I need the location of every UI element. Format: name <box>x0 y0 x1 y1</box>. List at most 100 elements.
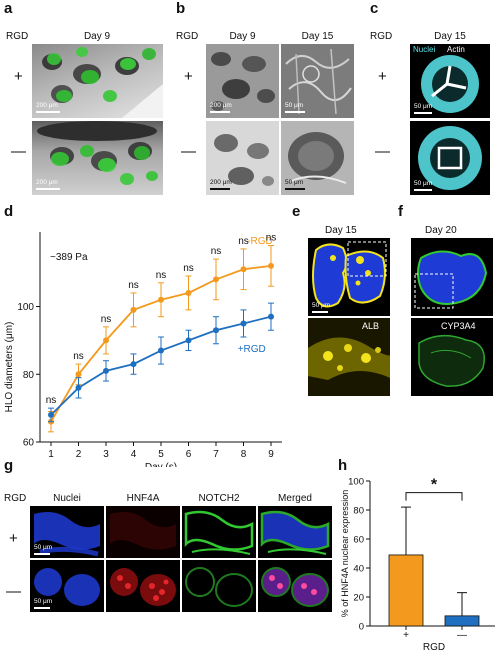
panel-c-minus: — <box>375 143 390 160</box>
h-xtick-label: — <box>457 630 467 641</box>
panel-f-label: f <box>398 203 403 220</box>
d-xtick-label: 8 <box>241 449 247 460</box>
panel-e-scale: 50 μm <box>312 302 331 309</box>
panel-d-chart: ~389 Pa 60 80 100 1 2 3 4 5 6 7 8 9 Day (s) HLO diame… <box>4 232 282 467</box>
d-data-point <box>103 367 109 374</box>
panel-b-micrograph-day15-plus: 50 μm <box>281 44 354 118</box>
d-ns-annotation: ns <box>128 280 139 291</box>
d-xtick-label: 9 <box>268 449 274 460</box>
h-significance-bracket <box>405 492 463 501</box>
h-ytick-label: 0 <box>359 622 364 633</box>
panel-b-scale-tr: 50 μm <box>285 102 304 109</box>
d-ns-annotation: ns <box>211 246 222 257</box>
panel-g-nuclei-plus: 50 μm <box>30 506 104 558</box>
d-series-line <box>50 315 272 416</box>
panel-a-scale-minus: 200 μm <box>36 179 58 186</box>
panel-b-micrograph-day9-minus: 200 μm <box>206 121 279 195</box>
h-ytick-label: 100 <box>348 477 364 488</box>
panel-d-label: d <box>4 203 14 220</box>
h-bar <box>444 615 480 627</box>
panel-a-micrograph-plus: 200 μm <box>32 44 163 118</box>
panel-b-micrograph-day15-minus: 50 μm <box>281 121 354 195</box>
d-data-point <box>75 384 82 391</box>
d-ns-annotation: ns <box>238 236 249 247</box>
h-ytick-label: 20 <box>353 593 364 604</box>
panel-g-merged-plus <box>258 506 332 558</box>
d-ns-annotation: ns <box>156 270 167 281</box>
d-data-point <box>75 371 82 378</box>
d-ytick-label: 60 <box>23 438 35 449</box>
panel-g-scale-plus: 50 μm <box>34 544 53 551</box>
panel-g-nuclei-minus: 50 μm <box>30 560 104 612</box>
panel-a-plus: + <box>14 68 23 85</box>
panel-b-scale-br: 50 μm <box>285 179 304 186</box>
d-data-point <box>185 289 192 296</box>
d-xtick-label: 3 <box>103 449 109 460</box>
d-ns-annotation: ns <box>73 351 84 362</box>
panel-b-label: b <box>176 0 186 17</box>
panel-c-scale-plus: 50 μm <box>414 103 433 110</box>
panel-g-col-notch2: NOTCH2 <box>198 493 240 504</box>
panel-f-marker-label: CYP3A4 <box>441 321 476 331</box>
d-ns-annotation: ns <box>101 314 112 325</box>
d-data-point <box>158 296 164 303</box>
d-ns-annotation: ns <box>183 263 194 274</box>
panel-b-micrograph-day9-plus: 200 μm <box>206 44 279 118</box>
panel-c-nuclei-legend: Nuclei <box>413 45 436 54</box>
panel-e-label: e <box>292 203 301 220</box>
panel-e-micrograph-overview: 50 μm <box>308 238 390 316</box>
panel-c-day-label: Day 15 <box>434 31 466 42</box>
d-xtick-label: 6 <box>186 449 192 460</box>
panel-g-col-nuclei: Nuclei <box>53 493 81 504</box>
panel-b-minus: — <box>181 143 196 160</box>
d-ns-annotation: ns <box>266 233 277 244</box>
panel-a-label: a <box>4 0 13 17</box>
d-data-point <box>103 337 109 344</box>
panel-c-actin-legend: Actin <box>447 45 465 54</box>
h-x-axis-title: RGD <box>423 642 445 651</box>
h-ytick-label: 40 <box>353 564 364 575</box>
d-xtick-label: 7 <box>213 449 219 460</box>
d-data-point <box>240 266 247 273</box>
d-series-label: +RGD <box>238 344 266 355</box>
panel-c-rgd-label: RGD <box>370 31 393 42</box>
d-data-point <box>213 327 219 334</box>
panel-a-micrograph-minus: 200 μm <box>32 121 163 195</box>
panel-a-scale-plus: 200 μm <box>36 102 58 109</box>
d-data-point <box>268 313 274 320</box>
panel-a-minus: — <box>11 143 26 160</box>
h-significance-star: * <box>431 477 438 494</box>
d-ns-annotation: ns <box>46 395 57 406</box>
panel-g-merged-minus <box>258 560 332 612</box>
panel-c-label: c <box>370 0 379 17</box>
d-data-point <box>48 411 54 418</box>
d-ytick-label: 80 <box>23 370 35 381</box>
panel-b-plus: + <box>184 68 193 85</box>
d-xtick-label: 4 <box>131 449 137 460</box>
d-data-point <box>158 347 164 354</box>
d-ytick-label: 100 <box>17 302 34 313</box>
panel-c-scale-minus: 50 μm <box>414 180 433 187</box>
panel-g-label: g <box>4 457 14 474</box>
panel-g-col-hnf4a: HNF4A <box>126 493 160 504</box>
d-data-point <box>240 320 247 327</box>
d-data-point <box>130 361 137 368</box>
d-x-axis-title: Day (s) <box>145 462 177 467</box>
panel-g-notch2-plus <box>182 506 256 558</box>
h-y-axis-title: % of HNF4A nuclear expression <box>340 490 350 618</box>
d-xtick-label: 2 <box>76 449 82 460</box>
panel-h-chart: 0 20 40 60 80 100 % of HNF4A nuclear expressio… <box>340 477 495 651</box>
panel-g-col-merged: Merged <box>278 493 312 504</box>
panel-e-micrograph-alb: ALB <box>308 318 390 396</box>
panel-b-day9-label: Day 9 <box>229 31 256 42</box>
panel-c-micrograph-plus: Nuclei Actin 50 μm <box>410 44 490 118</box>
h-ytick-label: 80 <box>353 506 364 517</box>
panel-g-plus: + <box>9 530 18 547</box>
panel-g-notch2-minus <box>182 560 256 612</box>
panel-f-micrograph-cyp3a4: CYP3A4 <box>411 318 493 396</box>
panel-c-micrograph-minus: 50 μm <box>410 121 490 195</box>
panel-a-day-label: Day 9 <box>83 31 111 42</box>
panel-h-label: h <box>338 457 348 474</box>
h-xtick-label: + <box>403 630 409 641</box>
panel-b-rgd-label: RGD <box>176 31 199 42</box>
